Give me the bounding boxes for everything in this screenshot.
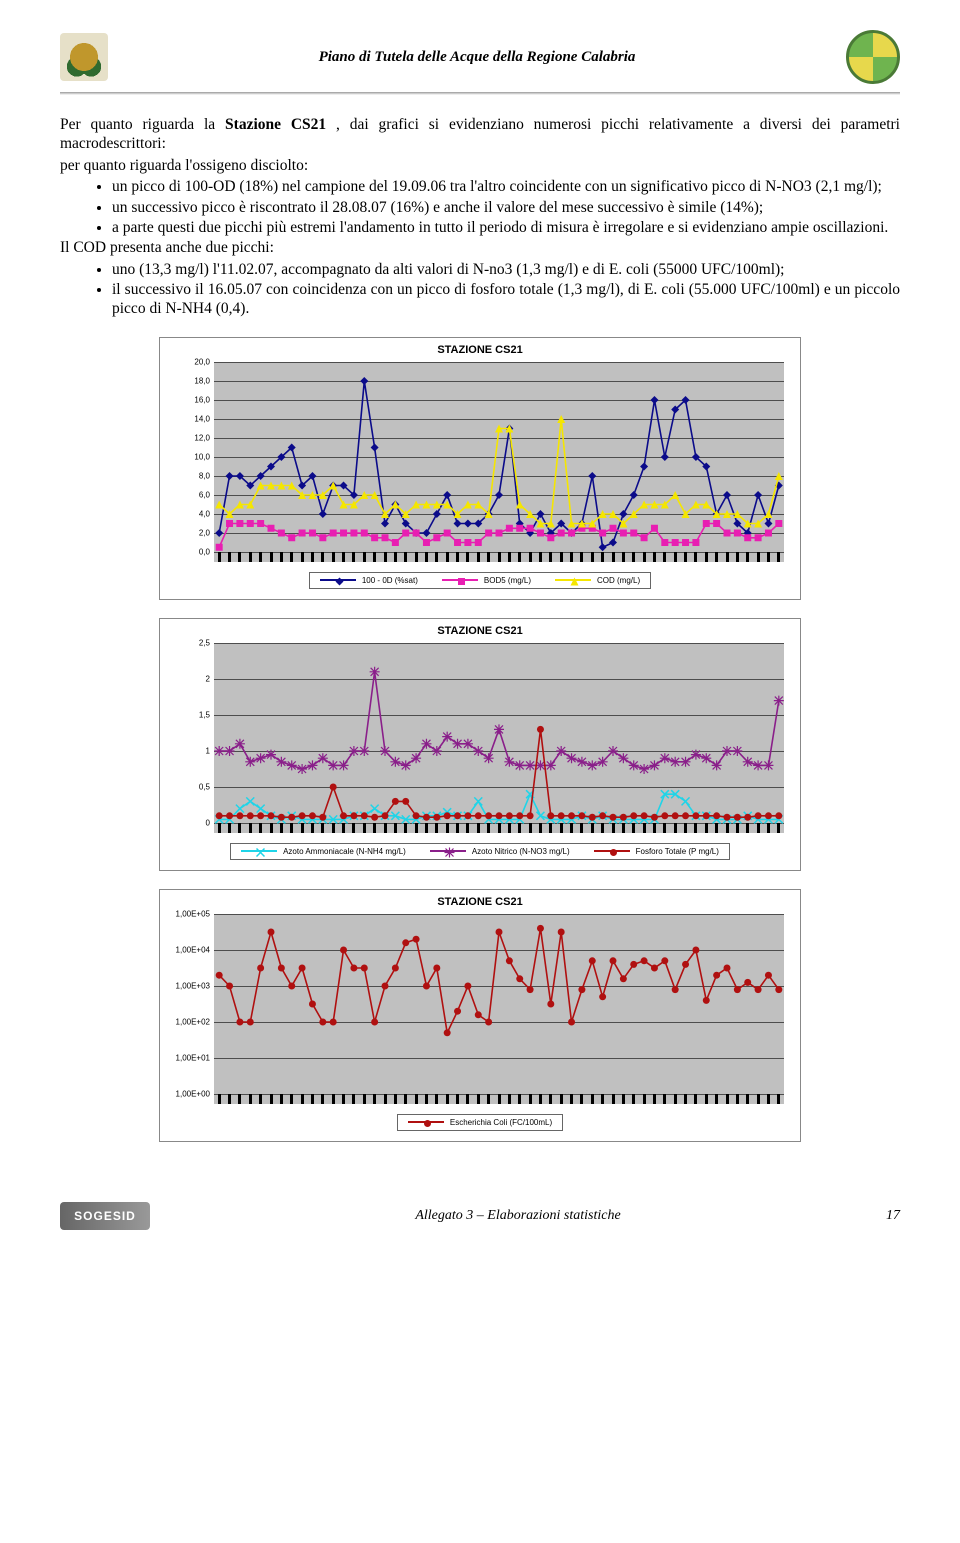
intro-paragraph: Per quanto riguarda la Stazione CS21 , d… — [60, 115, 900, 154]
list-item: a parte questi due picchi più estremi l'… — [112, 218, 900, 237]
cod-list: uno (13,3 mg/l) l'11.02.07, accompagnato… — [112, 260, 900, 319]
plot-area: 0,02,04,06,08,010,012,014,016,018,020,0 — [214, 362, 784, 562]
header-title: Piano di Tutela delle Acque della Region… — [108, 49, 846, 66]
legend: 100 - 0D (%sat) BOD5 (mg/L) COD (mg/L) — [309, 572, 651, 589]
region-emblem-icon — [846, 30, 900, 84]
chart-title: STAZIONE CS21 — [170, 625, 790, 637]
oxygen-list: un picco di 100-OD (18%) nel campione de… — [112, 177, 900, 237]
republic-emblem-icon — [60, 33, 108, 81]
chart-nitrogen-phosphorus: STAZIONE CS21 00,511,522,5 Azoto Ammonia… — [159, 618, 801, 871]
footer-page-number: 17 — [886, 1208, 900, 1224]
header: Piano di Tutela delle Acque della Region… — [60, 30, 900, 84]
legend-item: COD (mg/L) — [555, 576, 640, 585]
legend-item: 100 - 0D (%sat) — [320, 576, 418, 585]
legend-item: BOD5 (mg/L) — [442, 576, 531, 585]
legend: Azoto Ammoniacale (N-NH4 mg/L) Azoto Nitr… — [230, 843, 730, 860]
footer: SOGESID Allegato 3 – Elaborazioni statis… — [0, 1202, 960, 1248]
cod-intro: Il COD presenta anche due picchi: — [60, 238, 900, 257]
list-item: un successivo picco è riscontrato il 28.… — [112, 198, 900, 217]
plot-area: 1,00E+001,00E+011,00E+021,00E+031,00E+04… — [214, 914, 784, 1104]
oxygen-intro: per quanto riguarda l'ossigeno disciolto… — [60, 156, 900, 175]
plot-area: 00,511,522,5 — [214, 643, 784, 833]
chart-od-bod-cod: STAZIONE CS21 0,02,04,06,08,010,012,014,… — [159, 337, 801, 600]
list-item: un picco di 100-OD (18%) nel campione de… — [112, 177, 900, 196]
header-divider — [60, 92, 900, 95]
chart-ecoli: STAZIONE CS21 1,00E+001,00E+011,00E+021,… — [159, 889, 801, 1142]
footer-caption: Allegato 3 – Elaborazioni statistiche — [150, 1208, 886, 1224]
list-item: uno (13,3 mg/l) l'11.02.07, accompagnato… — [112, 260, 900, 279]
chart-title: STAZIONE CS21 — [170, 344, 790, 356]
list-item: il successivo il 16.05.07 con coincidenz… — [112, 280, 900, 319]
legend-item: Azoto Nitrico (N-NO3 mg/L) — [430, 847, 570, 856]
legend: Escherichia Coli (FC/100mL) — [397, 1114, 563, 1131]
chart-title: STAZIONE CS21 — [170, 896, 790, 908]
legend-item: Fosforo Totale (P mg/L) — [594, 847, 719, 856]
footer-logo: SOGESID — [60, 1202, 150, 1230]
legend-item: Azoto Ammoniacale (N-NH4 mg/L) — [241, 847, 406, 856]
legend-item: Escherichia Coli (FC/100mL) — [408, 1118, 552, 1127]
